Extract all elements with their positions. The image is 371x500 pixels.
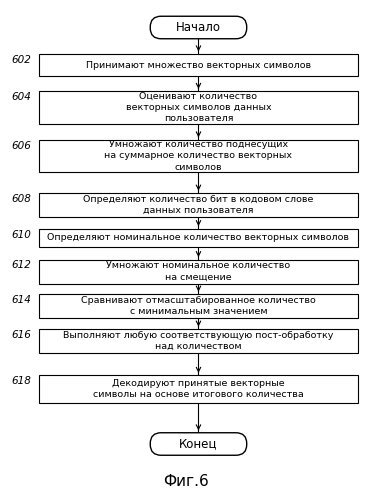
Text: Оценивают количество
векторных символов данных
пользователя: Оценивают количество векторных символов … (126, 92, 271, 123)
FancyBboxPatch shape (150, 16, 247, 39)
FancyBboxPatch shape (39, 54, 358, 76)
Text: 618: 618 (11, 376, 31, 386)
Text: 610: 610 (11, 230, 31, 239)
FancyBboxPatch shape (39, 91, 358, 124)
FancyBboxPatch shape (39, 375, 358, 403)
Text: Умножают номинальное количество
на смещение: Умножают номинальное количество на смеще… (106, 262, 290, 281)
Text: Определяют номинальное количество векторных символов: Определяют номинальное количество вектор… (47, 233, 349, 242)
Text: 616: 616 (11, 330, 31, 340)
FancyBboxPatch shape (39, 228, 358, 246)
Text: Начало: Начало (176, 21, 221, 34)
Text: Сравнивают отмасштабированное количество
с минимальным значением: Сравнивают отмасштабированное количество… (81, 296, 316, 316)
Text: Определяют количество бит в кодовом слове
данных пользователя: Определяют количество бит в кодовом слов… (83, 195, 313, 215)
Text: Конец: Конец (179, 438, 218, 450)
Text: 602: 602 (11, 54, 31, 64)
Text: Принимают множество векторных символов: Принимают множество векторных символов (86, 60, 311, 70)
FancyBboxPatch shape (39, 140, 358, 172)
Text: 606: 606 (11, 141, 31, 151)
FancyBboxPatch shape (39, 329, 358, 353)
Text: 612: 612 (11, 260, 31, 270)
FancyBboxPatch shape (39, 260, 358, 283)
Text: 608: 608 (11, 194, 31, 204)
Text: Декодируют принятые векторные
символы на основе итогового количества: Декодируют принятые векторные символы на… (93, 379, 304, 399)
Text: Выполняют любую соответствующую пост-обработку
над количеством: Выполняют любую соответствующую пост-обр… (63, 331, 334, 351)
Text: 604: 604 (11, 92, 31, 102)
Text: 614: 614 (11, 295, 31, 305)
FancyBboxPatch shape (150, 432, 247, 455)
FancyBboxPatch shape (39, 193, 358, 217)
Text: Фиг.6: Фиг.6 (162, 474, 209, 488)
Text: Умножают количество поднесущих
на суммарное количество векторных
символов: Умножают количество поднесущих на суммар… (105, 140, 292, 172)
FancyBboxPatch shape (39, 294, 358, 318)
